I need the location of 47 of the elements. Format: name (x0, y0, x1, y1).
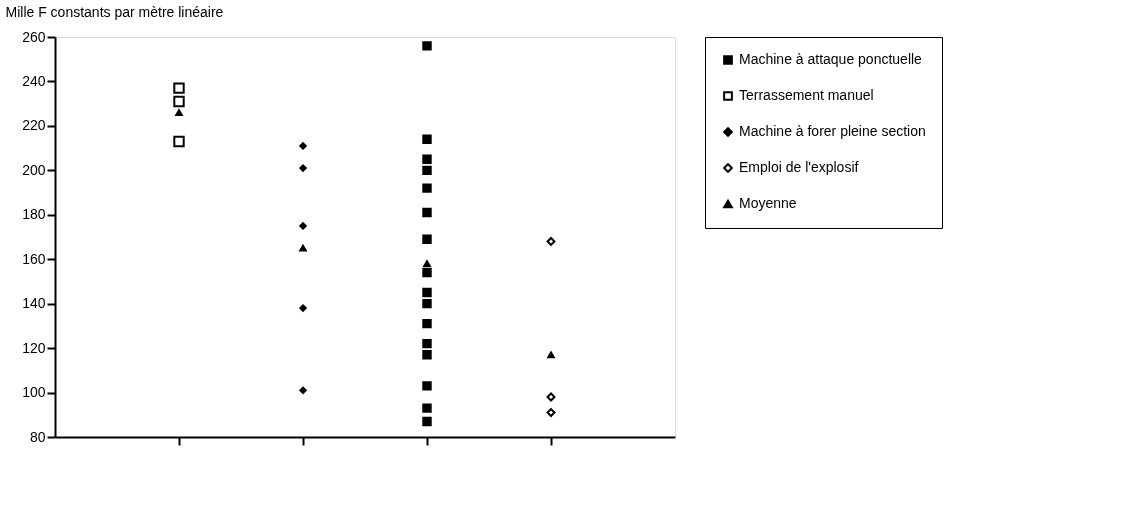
point (175, 109, 183, 116)
point (422, 287, 432, 298)
point (547, 351, 555, 359)
point (173, 135, 185, 148)
point (422, 318, 432, 329)
y-axis-title: Mille F constants par mètre linéaire (5, 3, 224, 20)
legend-label: Machine à attaque ponctuelle (739, 51, 923, 67)
point (423, 260, 431, 268)
point (422, 154, 432, 164)
y-tick-label: 120 (22, 339, 46, 356)
point (422, 381, 432, 391)
point (422, 416, 432, 427)
point (546, 408, 556, 418)
y-tick-label: 100 (22, 384, 46, 401)
point (422, 403, 432, 413)
legend-label: Machine à forer pleine section (739, 123, 926, 139)
point (422, 350, 432, 360)
point (422, 41, 432, 51)
legend-label: Moyenne (739, 195, 797, 211)
point (299, 142, 307, 150)
point (422, 267, 432, 278)
legend-label: Terrassement manuel (739, 87, 874, 103)
point (299, 244, 307, 252)
y-tick-label: 140 (22, 295, 46, 312)
legend-label: Emploi de l'explosif (739, 159, 859, 175)
point (422, 234, 432, 244)
y-tick-label: 80 (29, 428, 46, 445)
point (422, 207, 432, 218)
point (173, 82, 185, 94)
y-tick-label: 260 (22, 28, 46, 45)
point (546, 392, 556, 402)
point (299, 164, 307, 172)
point (299, 386, 307, 395)
point (422, 298, 432, 309)
point (546, 236, 556, 246)
point (173, 95, 185, 108)
y-tick-label: 200 (22, 161, 46, 178)
point (299, 222, 307, 230)
point (299, 304, 307, 312)
y-tick-label: 240 (22, 72, 46, 89)
y-tick-label: 160 (22, 250, 46, 267)
point (422, 165, 432, 176)
point (422, 183, 432, 193)
y-tick-label: 180 (22, 206, 46, 223)
point (422, 134, 432, 144)
y-tick-label: 220 (22, 117, 46, 134)
point (422, 338, 432, 349)
